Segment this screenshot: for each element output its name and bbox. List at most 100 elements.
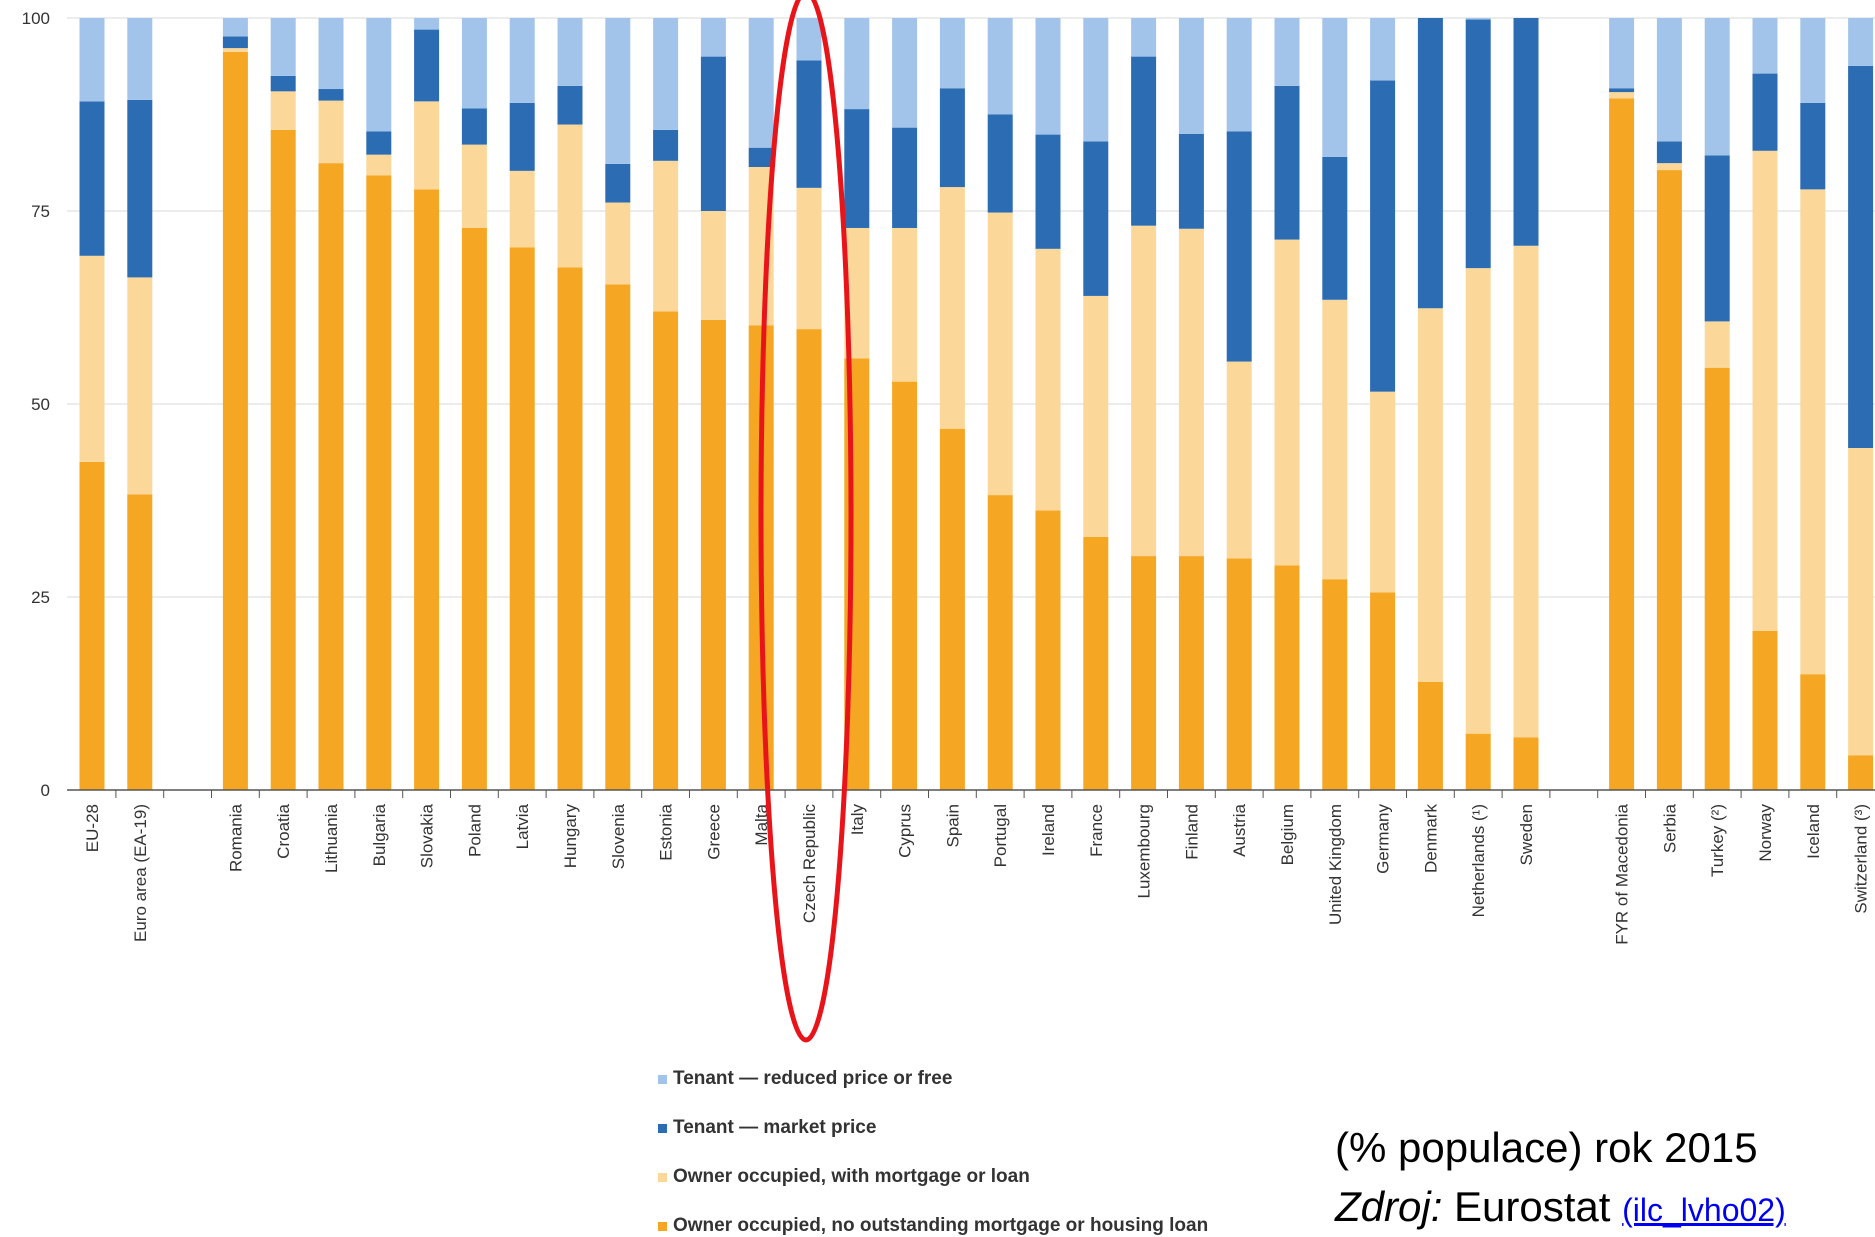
x-category-label-romania: Romania: [226, 803, 245, 872]
bar-norway-series-3: [1752, 73, 1778, 151]
bar-croatia-series-4: [270, 18, 296, 76]
bar-spain-series-4: [939, 18, 965, 89]
bar-bulgaria-series-3: [366, 131, 392, 155]
bar-latvia-series-4: [509, 18, 535, 103]
bar-portugal-series-1: [987, 495, 1013, 790]
bar-finland-series-3: [1178, 133, 1204, 229]
x-category-label-turkey: Turkey (²): [1708, 804, 1727, 877]
bar-slovenia-series-1: [605, 284, 631, 790]
x-category-label-croatia: Croatia: [274, 803, 293, 858]
bar-netherlands-series-4: [1465, 18, 1491, 20]
bar-denmark-series-2: [1417, 308, 1443, 682]
bar-turkey-series-2: [1704, 321, 1730, 368]
bar-turkey-series-4: [1704, 18, 1730, 156]
bar-sweden-series-2: [1513, 245, 1539, 738]
x-category-label-latvia: Latvia: [513, 803, 532, 849]
bar-greece-series-2: [700, 211, 726, 320]
bar-switzerland-series-3: [1848, 65, 1874, 449]
legend-swatch-1: [658, 1075, 667, 1084]
czech-republic-highlight-ellipse: [758, 0, 854, 1043]
x-category-label-spain: Spain: [943, 804, 962, 847]
bar-sweden-series-3: [1513, 18, 1539, 246]
bar-slovenia-series-4: [605, 18, 631, 164]
bar-romania-series-2: [222, 48, 248, 52]
legend-label-2: Tenant — market price: [673, 1117, 876, 1138]
bar-denmark-series-3: [1417, 18, 1443, 309]
bar-germany-series-2: [1370, 391, 1396, 593]
x-category-label-portugal: Portugal: [991, 804, 1010, 867]
bar-united-kingdom-series-3: [1322, 156, 1348, 300]
bar-latvia-series-3: [509, 102, 535, 171]
bar-poland-series-4: [461, 18, 487, 109]
bar-lithuania-series-1: [318, 163, 344, 791]
bar-croatia-series-2: [270, 91, 296, 130]
bar-czech-republic-series-2: [796, 187, 822, 330]
y-tick-label-100: 100: [22, 9, 50, 28]
source-link[interactable]: (ilc_lvho02): [1622, 1192, 1786, 1228]
x-category-label-cyprus: Cyprus: [896, 804, 915, 858]
bar-estonia-series-1: [653, 311, 679, 790]
bar-slovenia-series-3: [605, 163, 631, 203]
bar-ireland-series-4: [1035, 18, 1061, 135]
bar-lithuania-series-4: [318, 18, 344, 90]
bar-finland-series-4: [1178, 18, 1204, 134]
x-category-label-poland: Poland: [465, 804, 484, 857]
bar-czech-republic-series-3: [796, 60, 822, 188]
bar-portugal-series-2: [987, 212, 1013, 496]
x-category-label-belgium: Belgium: [1278, 804, 1297, 865]
bar-france-series-4: [1083, 18, 1109, 142]
bar-serbia-series-3: [1656, 141, 1682, 164]
bar-germany-series-4: [1370, 18, 1396, 81]
y-tick-label-0: 0: [41, 781, 50, 800]
bar-estonia-series-3: [653, 129, 679, 161]
bar-belgium-series-2: [1274, 239, 1300, 566]
bar-eu-28-series-1: [79, 461, 105, 790]
bar-euro-area-ea-19-series-2: [127, 277, 153, 495]
bar-hungary-series-4: [557, 18, 583, 86]
bar-netherlands-series-1: [1465, 733, 1491, 790]
bar-eu-28-series-4: [79, 18, 105, 102]
bar-malta-series-4: [748, 18, 774, 148]
bar-romania-series-4: [222, 18, 248, 37]
bar-norway-series-2: [1752, 150, 1778, 631]
bar-turkey-series-1: [1704, 367, 1730, 790]
bar-bulgaria-series-1: [366, 175, 392, 790]
x-category-label-norway: Norway: [1756, 804, 1775, 862]
x-category-label-sweden: Sweden: [1517, 804, 1536, 865]
bar-austria-series-2: [1226, 361, 1252, 559]
bar-austria-series-1: [1226, 558, 1252, 790]
bar-bulgaria-series-2: [366, 154, 392, 176]
bar-slovakia-series-3: [414, 29, 440, 102]
bar-belgium-series-1: [1274, 565, 1300, 790]
bar-turkey-series-3: [1704, 155, 1730, 322]
legend-label-3: Owner occupied, with mortgage or loan: [673, 1166, 1030, 1187]
bar-cyprus-series-4: [892, 18, 918, 128]
bar-slovakia-series-2: [414, 101, 440, 190]
bar-iceland-series-1: [1800, 674, 1826, 790]
bar-ireland-series-1: [1035, 510, 1061, 790]
x-category-label-slovenia: Slovenia: [609, 803, 628, 869]
bar-spain-series-3: [939, 88, 965, 188]
bar-slovenia-series-2: [605, 202, 631, 285]
x-category-label-fyr-of-macedonia: FYR of Macedonia: [1613, 803, 1632, 944]
x-category-label-serbia: Serbia: [1660, 803, 1679, 853]
bar-euro-area-ea-19-series-1: [127, 494, 153, 790]
x-category-label-bulgaria: Bulgaria: [370, 803, 389, 866]
x-category-label-lithuania: Lithuania: [322, 803, 341, 873]
bar-fyr-of-macedonia-series-3: [1609, 88, 1635, 93]
legend: Tenant — reduced price or free Tenant — m…: [658, 1068, 1208, 1236]
bar-serbia-series-2: [1656, 163, 1682, 171]
x-category-label-euro-area-ea-19: Euro area (EA-19): [131, 804, 150, 942]
bar-united-kingdom-series-4: [1322, 18, 1348, 157]
x-category-label-france: France: [1087, 804, 1106, 857]
bar-poland-series-3: [461, 108, 487, 145]
legend-label-4: Owner occupied, no outstanding mortgage …: [673, 1215, 1208, 1236]
bar-netherlands-series-2: [1465, 268, 1491, 734]
y-tick-label-50: 50: [31, 395, 50, 414]
bar-luxembourg-series-1: [1131, 556, 1157, 790]
bar-luxembourg-series-3: [1131, 56, 1157, 226]
bar-finland-series-1: [1178, 556, 1204, 790]
bar-france-series-1: [1083, 536, 1109, 790]
note-source-label: Zdroj:: [1335, 1183, 1443, 1230]
